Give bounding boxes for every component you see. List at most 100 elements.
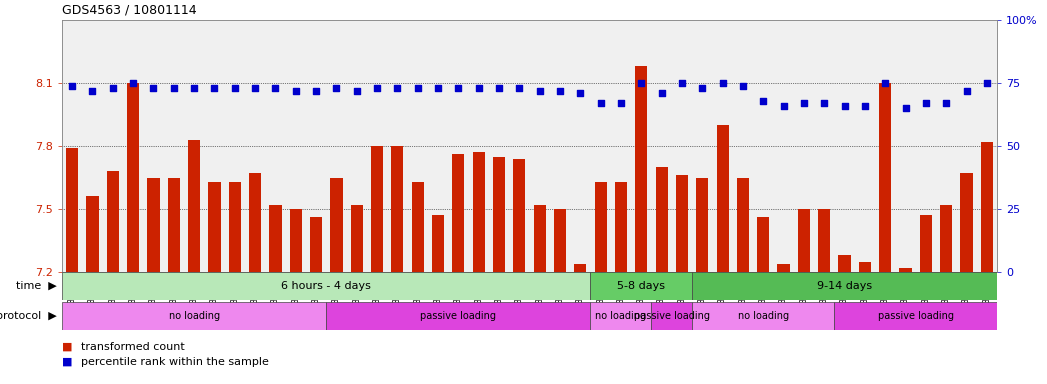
- Text: time  ▶: time ▶: [16, 281, 57, 291]
- Bar: [899, 268, 912, 272]
- Bar: [919, 215, 932, 272]
- Point: [450, 85, 467, 91]
- Text: no loading: no loading: [738, 311, 788, 321]
- Bar: [87, 196, 98, 272]
- Bar: [351, 205, 363, 272]
- Bar: [513, 159, 526, 272]
- Point: [897, 105, 914, 111]
- Text: 9-14 days: 9-14 days: [817, 281, 872, 291]
- Point: [775, 103, 792, 109]
- Bar: [188, 140, 200, 272]
- Bar: [778, 263, 789, 272]
- Bar: [330, 177, 342, 272]
- Bar: [472, 152, 485, 272]
- Bar: [574, 263, 586, 272]
- Bar: [676, 175, 688, 272]
- Point: [369, 85, 385, 91]
- Bar: [696, 177, 709, 272]
- Bar: [834, 302, 997, 330]
- Point: [552, 88, 569, 94]
- Point: [429, 85, 446, 91]
- Point: [612, 100, 629, 106]
- Bar: [595, 182, 607, 272]
- Text: ■: ■: [62, 357, 72, 367]
- Point: [125, 80, 141, 86]
- Point: [470, 85, 487, 91]
- Text: 6 hours - 4 days: 6 hours - 4 days: [282, 281, 372, 291]
- Point: [979, 80, 996, 86]
- Point: [105, 85, 121, 91]
- Bar: [168, 177, 180, 272]
- Bar: [716, 125, 729, 272]
- Bar: [757, 217, 770, 272]
- Text: ■: ■: [62, 342, 72, 352]
- Point: [694, 85, 711, 91]
- Point: [714, 80, 731, 86]
- Point: [206, 85, 223, 91]
- Point: [958, 88, 975, 94]
- Bar: [493, 157, 505, 272]
- Bar: [452, 154, 465, 272]
- Text: GDS4563 / 10801114: GDS4563 / 10801114: [62, 3, 197, 16]
- Point: [735, 83, 752, 89]
- Bar: [839, 255, 850, 272]
- Point: [673, 80, 690, 86]
- Bar: [960, 173, 973, 272]
- Bar: [636, 66, 647, 272]
- Point: [531, 88, 548, 94]
- Text: 5-8 days: 5-8 days: [618, 281, 665, 291]
- Bar: [940, 205, 953, 272]
- Point: [837, 103, 853, 109]
- Bar: [228, 182, 241, 272]
- Bar: [269, 205, 282, 272]
- Text: percentile rank within the sample: percentile rank within the sample: [81, 357, 269, 367]
- Bar: [290, 209, 302, 272]
- Point: [755, 98, 772, 104]
- Point: [328, 85, 344, 91]
- Bar: [411, 182, 424, 272]
- Bar: [392, 146, 403, 272]
- Text: passive loading: passive loading: [877, 311, 954, 321]
- Bar: [818, 209, 830, 272]
- Point: [226, 85, 243, 91]
- Point: [389, 85, 406, 91]
- Bar: [798, 209, 810, 272]
- Bar: [615, 182, 627, 272]
- Point: [653, 90, 670, 96]
- Bar: [591, 272, 692, 300]
- Bar: [554, 209, 566, 272]
- Point: [938, 100, 955, 106]
- Text: no loading: no loading: [169, 311, 220, 321]
- Text: protocol  ▶: protocol ▶: [0, 311, 57, 321]
- Bar: [651, 302, 692, 330]
- Bar: [127, 83, 139, 272]
- Bar: [534, 205, 545, 272]
- Text: passive loading: passive loading: [633, 311, 710, 321]
- Point: [185, 85, 202, 91]
- Point: [247, 85, 264, 91]
- Bar: [310, 217, 322, 272]
- Bar: [62, 272, 591, 300]
- Bar: [432, 215, 444, 272]
- Point: [633, 80, 650, 86]
- Point: [593, 100, 609, 106]
- Point: [267, 85, 284, 91]
- Point: [349, 88, 365, 94]
- Bar: [591, 302, 651, 330]
- Bar: [148, 177, 159, 272]
- Text: passive loading: passive loading: [420, 311, 496, 321]
- Point: [917, 100, 934, 106]
- Bar: [66, 148, 79, 272]
- Bar: [371, 146, 383, 272]
- Point: [856, 103, 873, 109]
- Point: [64, 83, 81, 89]
- Bar: [327, 302, 591, 330]
- Text: no loading: no loading: [596, 311, 647, 321]
- Point: [876, 80, 893, 86]
- Point: [84, 88, 101, 94]
- Point: [287, 88, 304, 94]
- Bar: [655, 167, 668, 272]
- Bar: [107, 171, 119, 272]
- Point: [165, 85, 182, 91]
- Bar: [249, 173, 261, 272]
